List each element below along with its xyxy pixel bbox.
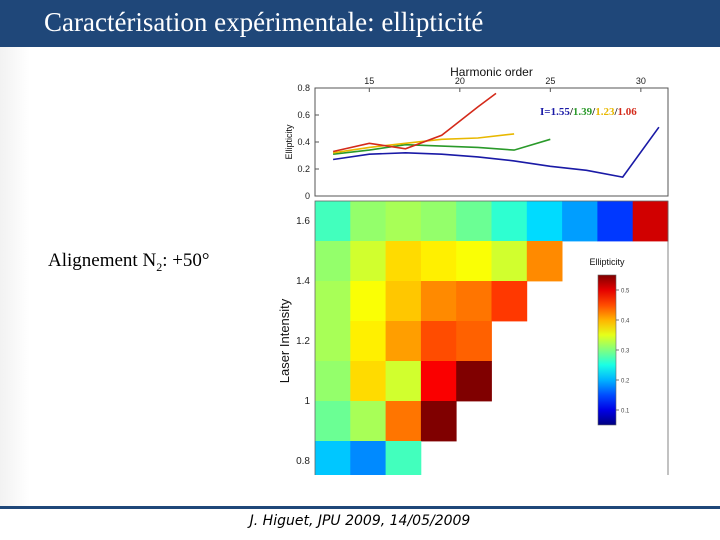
intensity-annotation: I=1.55/1.39/1.23/1.06 [540,106,637,118]
colorbar-title: Ellipticity [589,257,625,267]
footer-divider [0,506,720,509]
heatmap-cell [526,241,563,282]
line-series-1 [332,126,660,178]
heatmap-cell [315,401,351,442]
alignment-label: Alignement N2: +50° [48,250,210,275]
colorbar-tick-label: 0.2 [621,379,630,385]
slide-title: Caractérisation expérimentale: elliptici… [44,7,484,37]
line-plot-xtick-label: 30 [636,76,646,86]
heatmap-cell [385,361,422,402]
heatmap-cell [597,201,634,242]
line-plot-xtick-label: 20 [455,76,465,86]
heatmap-ytick-label: 0.8 [296,456,310,467]
colorbar-tick-label: 0.5 [621,289,630,295]
heatmap-cell [420,321,457,362]
line-plot-frame [314,87,669,197]
heatmap-cell [632,201,669,242]
footer-citation: J. Higuet, JPU 2009, 14/05/2009 [249,513,471,529]
heatmap-cell [385,321,422,362]
heatmap-cell [420,201,457,242]
ellipticity-figure: Harmonic order 15 20 25 30 0 0.2 0.4 0.6 0.8 Ellip… [277,65,669,475]
line-plot-xtick-label: 25 [545,76,555,86]
line-plot-ytick-label: 0.2 [297,164,310,174]
line-plot-ytick-label: 0.6 [297,110,310,120]
heatmap-cell [350,321,386,362]
heatmap-ylabel: Laser Intensity [277,298,292,383]
heatmap-cell [420,281,457,322]
heatmap-cell [491,281,528,322]
heatmap-cell [315,241,351,282]
heatmap-cell [350,361,386,402]
colorbar-tick-label: 0.3 [621,349,630,355]
heatmap-cell [456,201,492,242]
heatmap-cell [385,201,422,242]
heatmap-cell [562,201,598,242]
heatmap-ytick-label: 1.2 [296,336,310,347]
left-accent [0,47,30,507]
heatmap-cell [315,441,351,475]
intensity-annotation-value: 1.55 [551,106,571,118]
line-series-2 [333,138,551,155]
title-bar [0,0,720,47]
line-series-4 [332,92,497,153]
colorbar [597,274,617,426]
line-plot-ytick-label: 0 [305,191,310,201]
heatmap-ytick-label: 1.4 [296,276,310,287]
heatmap-cell [315,201,351,242]
heatmap-ytick-label: 1 [304,396,310,407]
heatmap-cell [456,321,492,362]
heatmap-ytick-label: 1.6 [296,216,310,227]
line-plot-ylabel: Ellipticity [284,124,294,160]
heatmap-cell [350,441,386,475]
intensity-annotation-value: 1.23 [595,106,615,118]
colorbar-tick-label: 0.4 [621,319,630,325]
intensity-annotation-sep: / [591,106,596,118]
intensity-annotation-prefix: I= [540,106,551,118]
heatmap-frame [314,200,669,475]
intensity-annotation-sep: / [569,106,574,118]
heatmap-cell [350,241,386,282]
line-plot-xlabel: Harmonic order [450,65,533,79]
heatmap-cell [526,201,563,242]
heatmap-cell [491,241,528,282]
heatmap-cell [385,281,422,322]
intensity-annotation-value: 1.06 [618,106,638,118]
alignment-label-prefix: Alignement N [48,250,157,271]
heatmap-cell [385,241,422,282]
heatmap-cell [350,401,386,442]
heatmap-cell [350,201,386,242]
heatmap-cell [385,401,422,442]
heatmap-cell [456,281,492,322]
heatmap-cell [420,401,457,442]
heatmap-cell [420,241,457,282]
heatmap-cell [350,281,386,322]
heatmap-cell [385,441,422,475]
heatmap-cell [315,281,351,322]
line-plot-ytick-label: 0.8 [297,83,310,93]
line-plot-ytick-label: 0.4 [297,137,310,147]
intensity-annotation-sep: / [613,106,618,118]
heatmap-cell [315,321,351,362]
line-plot-xtick-label: 15 [364,76,374,86]
alignment-label-subscript: 2 [156,259,163,274]
heatmap-cell [420,361,457,402]
alignment-label-suffix: : +50° [162,250,210,271]
colorbar-tick-label: 0.1 [621,409,630,415]
heatmap-cell [315,361,351,402]
heatmap-cell [456,361,492,402]
heatmap-cell [456,241,492,282]
heatmap-cell [491,201,528,242]
intensity-annotation-value: 1.39 [573,106,593,118]
